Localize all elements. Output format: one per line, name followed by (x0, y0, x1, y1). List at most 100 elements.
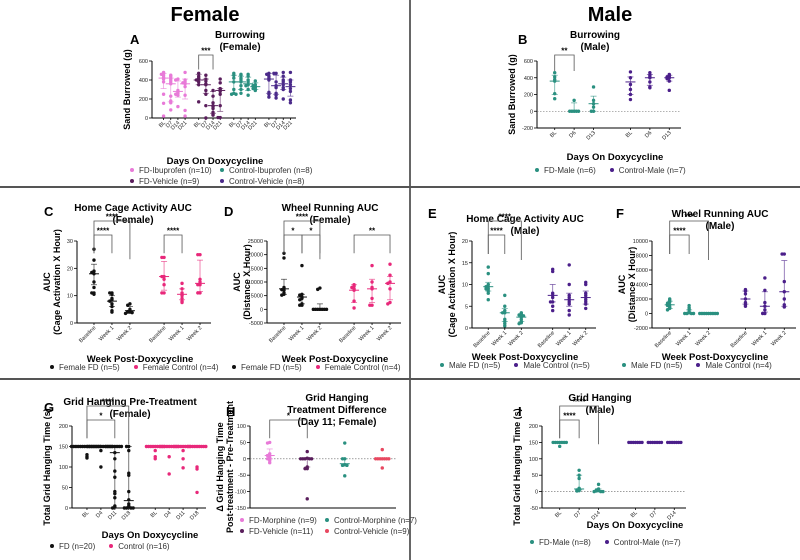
data-point (246, 93, 250, 97)
data-point (584, 282, 588, 287)
data-point (69, 444, 74, 449)
data-point (640, 440, 644, 445)
data-point (288, 70, 293, 75)
x-tick-label: D6 (568, 130, 577, 139)
data-point (131, 506, 135, 510)
data-point (627, 440, 631, 445)
legend-item: Control-Vehicle (n=9) (325, 526, 410, 537)
data-point (373, 457, 378, 461)
data-point (591, 105, 596, 109)
data-point (553, 91, 557, 96)
data-point (281, 74, 285, 78)
data-point (300, 263, 304, 268)
x-tick-label: Baseline (473, 330, 492, 349)
x-tick-label: Week 2 (695, 330, 712, 347)
y-tick-label: 50 (62, 486, 68, 492)
data-point (204, 444, 208, 449)
panel-h-title-line: (Day 11; Female) (297, 417, 377, 428)
data-point (288, 86, 293, 91)
data-point (127, 473, 131, 477)
data-point (370, 296, 374, 301)
data-point (161, 114, 166, 118)
x-tick-label: Week 1 (288, 325, 305, 342)
x-tick-label: D21 (177, 120, 188, 131)
data-point (265, 72, 269, 76)
data-point (343, 441, 347, 445)
data-point (281, 97, 285, 101)
x-tick-label: D7 (573, 510, 582, 519)
data-point (591, 102, 596, 106)
data-point (572, 98, 576, 103)
data-point (204, 83, 208, 87)
significance-label: **** (573, 398, 586, 407)
data-point (113, 469, 117, 473)
y-tick-label: 150 (59, 445, 68, 451)
data-point (486, 271, 490, 276)
legend-item: Control (n=16) (109, 541, 170, 552)
panel-b-xlabel: Days On Doxycycline (566, 152, 664, 163)
data-point (281, 70, 285, 75)
x-tick-label: D21 (212, 120, 223, 131)
data-point (280, 293, 284, 297)
significance-bracket (559, 419, 580, 439)
legend-item: Male Control (n=4) (696, 360, 772, 371)
y-tick-label: 0 (535, 490, 538, 496)
panel-i-legend: FD-Male (n=8) Control-Male (n=7) (530, 537, 710, 548)
legend-label: Control (n=16) (118, 542, 170, 551)
data-point (167, 472, 171, 476)
data-point (298, 293, 302, 297)
data-point (246, 74, 250, 78)
significance-label: * (309, 227, 313, 236)
data-point (194, 78, 199, 82)
data-point (161, 101, 166, 105)
data-point (99, 465, 103, 469)
panel-a-title-line: Burrowing (215, 30, 265, 41)
data-point (345, 463, 349, 468)
data-point (196, 291, 200, 295)
y-axis-label-line: (Cage Activation X Hour) (52, 229, 62, 335)
significance-label: *** (201, 47, 211, 56)
data-point (763, 304, 767, 308)
significance-bracket (353, 234, 391, 254)
data-point (196, 80, 201, 84)
data-point (715, 311, 720, 316)
data-point (486, 298, 490, 302)
data-point (567, 302, 571, 306)
data-point (368, 303, 372, 307)
data-point (281, 87, 285, 92)
x-tick-label: D7 (235, 120, 244, 129)
data-point (218, 77, 222, 81)
legend-label: Female Control (n=4) (324, 363, 401, 372)
y-tick-label: 5 (465, 304, 468, 310)
y-tick-label: 0 (260, 307, 263, 313)
data-point (311, 307, 316, 312)
data-point (567, 313, 571, 317)
data-point (648, 71, 652, 75)
legend-item: Female FD (n=5) (50, 362, 120, 373)
y-tick-label: 200 (139, 97, 148, 103)
y-tick-label: 0 (465, 326, 468, 332)
data-point (239, 80, 243, 84)
significance-label: **** (563, 412, 576, 421)
x-tick-label: D7 (200, 120, 209, 129)
data-point (298, 457, 303, 461)
significance-bracket (269, 419, 308, 439)
x-tick-label: D21 (247, 120, 258, 131)
data-point (130, 310, 134, 315)
data-point (183, 82, 187, 86)
panel-d-title-line: (Female) (309, 215, 351, 226)
significance-bracket (93, 220, 131, 260)
y-axis-label-line: AUC (617, 274, 627, 294)
data-point (486, 291, 490, 295)
x-tick-label: D7 (649, 510, 658, 519)
x-tick-label: BL (150, 510, 159, 519)
data-point (577, 473, 581, 477)
x-tick-label: BL (193, 120, 202, 129)
data-point (628, 97, 633, 102)
x-tick-label: D7 (165, 120, 174, 129)
data-point (110, 304, 114, 309)
data-point (113, 491, 117, 496)
data-point (211, 106, 215, 111)
significance-bracket (163, 234, 183, 254)
x-tick-label: Week 2 (306, 325, 323, 342)
